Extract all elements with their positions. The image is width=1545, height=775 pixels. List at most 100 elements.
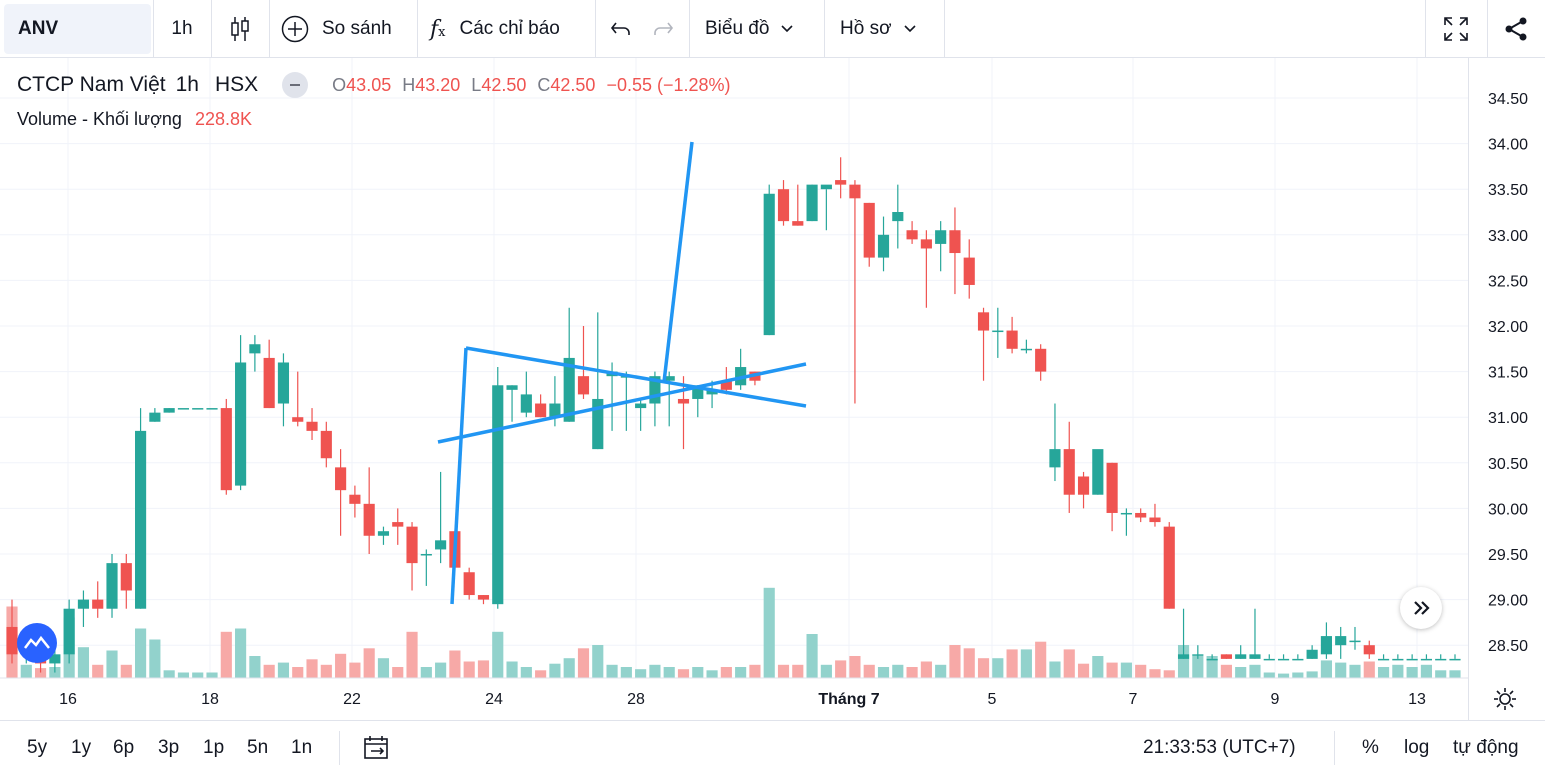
candle-body <box>492 385 504 605</box>
candle-body <box>1235 654 1247 659</box>
time-tick-label: 28 <box>627 691 645 708</box>
compare-button[interactable]: So sánh <box>280 0 410 58</box>
volume-bar <box>20 664 32 678</box>
candle-body <box>249 344 261 354</box>
candle-body <box>1106 462 1118 513</box>
volume-bar <box>477 660 490 678</box>
volume-bar <box>892 664 904 678</box>
volume-bar <box>563 658 575 678</box>
candle-body <box>535 403 547 418</box>
volume-bar <box>77 647 90 678</box>
price-tick-label: 31.00 <box>1488 410 1528 427</box>
volume-bar <box>1006 649 1018 678</box>
settings-button[interactable] <box>1492 686 1518 712</box>
candlesticks <box>6 157 1461 673</box>
candle-body <box>135 430 147 609</box>
volume-bar <box>1120 662 1132 678</box>
legend-interval: 1h <box>175 73 199 96</box>
percent-toggle[interactable]: % <box>1362 737 1379 758</box>
candle-body <box>1077 476 1090 495</box>
undo-button[interactable] <box>605 0 637 58</box>
chart-menu-button[interactable]: Biểu đồ <box>705 0 815 58</box>
range-button[interactable]: 6p <box>113 737 135 758</box>
price-tick-label: 34.00 <box>1488 137 1528 154</box>
clock-time[interactable]: 21:33:53 (UTC+7) <box>1143 737 1296 758</box>
candle-body <box>692 385 704 399</box>
toolbar-divider <box>211 0 212 58</box>
candle-body <box>177 408 190 410</box>
candle-body <box>849 184 861 199</box>
date-range-button[interactable] <box>363 735 391 767</box>
toolbar-divider <box>1487 0 1488 58</box>
low-key: L <box>471 74 482 95</box>
candle-body <box>220 408 232 491</box>
candle-body <box>1249 654 1261 659</box>
volume-bar <box>363 648 375 678</box>
log-toggle[interactable]: log <box>1404 737 1430 758</box>
range-button[interactable]: 1y <box>71 737 92 758</box>
candle-body <box>277 362 290 404</box>
volume-bar <box>1206 656 1218 678</box>
double-chevron-right-icon <box>1414 601 1430 615</box>
candle-body <box>292 417 304 422</box>
redo-button[interactable] <box>647 0 679 58</box>
candle-body <box>577 376 590 395</box>
volume-value: 228.8K <box>194 109 253 129</box>
volume-bars <box>6 587 1461 678</box>
volume-bar <box>963 648 975 678</box>
range-button[interactable]: 1p <box>203 737 225 758</box>
chart-menu-label: Biểu đồ <box>705 18 770 39</box>
candle-body <box>1306 649 1318 659</box>
candle-body <box>363 503 375 536</box>
fullscreen-button[interactable] <box>1425 0 1487 58</box>
range-button[interactable]: 5y <box>27 737 48 758</box>
interval-button[interactable]: 1h <box>153 0 211 58</box>
volume-bar <box>777 664 790 678</box>
candle-style-button[interactable] <box>211 0 269 58</box>
volume-bar <box>1220 664 1232 678</box>
candle-body <box>963 257 975 285</box>
range-button[interactable]: 3p <box>158 737 180 758</box>
symbol-search-button[interactable]: ANV <box>4 4 151 54</box>
candle-body <box>235 362 247 486</box>
candle-body <box>792 221 804 226</box>
trend-line <box>465 346 807 408</box>
indicators-button[interactable]: fx Các chỉ báo <box>430 0 590 58</box>
candle-body <box>1349 640 1361 643</box>
auto-scale-toggle[interactable]: tự động <box>1453 737 1519 758</box>
candle-body <box>1406 658 1418 661</box>
volume-bar <box>35 668 47 678</box>
price-axis-border <box>1468 58 1469 720</box>
profile-menu-button[interactable]: Hồ sơ <box>840 0 935 58</box>
toolbar-divider <box>689 0 690 58</box>
volume-bar <box>1249 664 1261 678</box>
scroll-to-realtime-button[interactable] <box>1400 587 1442 629</box>
trend-line <box>437 362 807 444</box>
volume-bar <box>192 672 204 678</box>
volume-bar <box>235 628 247 678</box>
volume-bar <box>120 664 132 678</box>
indicators-label: Các chỉ báo <box>459 18 560 39</box>
undo-icon <box>610 22 630 35</box>
candle-body <box>1149 517 1161 523</box>
logo-icon[interactable] <box>17 623 57 663</box>
volume-bar <box>1449 670 1461 678</box>
hide-legend-button[interactable] <box>282 72 309 98</box>
range-button[interactable]: 1n <box>291 737 313 758</box>
candle-body <box>906 230 918 240</box>
share-button[interactable] <box>1487 0 1545 58</box>
candle-body <box>506 385 518 390</box>
trend-drawings <box>437 141 807 605</box>
price-chart[interactable]: 34.50 34.00 33.50 33.00 32.50 32.00 31.50 31.00… <box>0 58 1545 720</box>
trend-line <box>450 347 468 605</box>
volume-bar <box>906 667 918 678</box>
volume-bar <box>177 672 190 678</box>
volume-bar <box>1077 663 1090 678</box>
volume-bar <box>949 645 961 678</box>
candle-body <box>949 230 961 254</box>
candle-body <box>1177 654 1190 659</box>
volume-bar <box>435 662 447 678</box>
time-tick-label: 9 <box>1271 691 1280 708</box>
candle-body <box>1092 449 1104 495</box>
range-button[interactable]: 5n <box>247 737 269 758</box>
